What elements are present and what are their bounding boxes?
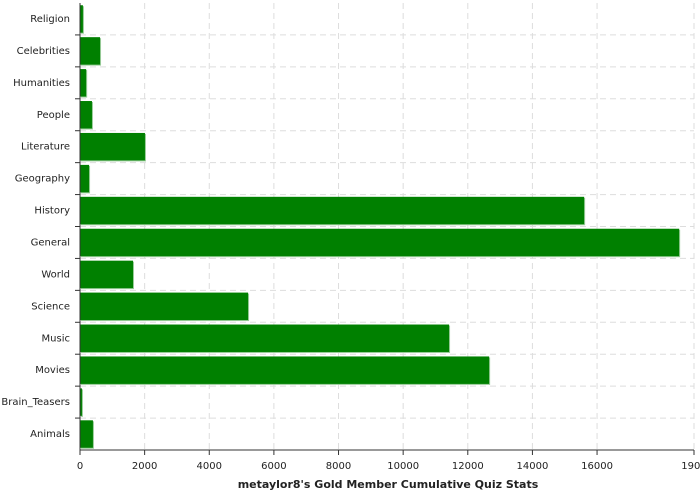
bar [80,37,101,65]
y-tick-label: World [41,269,70,280]
bar [80,228,680,257]
y-tick-label: Geography [15,174,70,185]
y-tick-label: Literature [21,142,70,153]
x-tick-label: 1900 [681,461,700,472]
y-tick-label: Celebrities [17,46,70,57]
x-tick-label: 2000 [132,461,157,472]
bar [80,132,145,161]
bar [80,388,82,416]
y-tick-label: Brain_Teasers [1,397,70,408]
bar [80,260,133,289]
x-tick-label: 4000 [197,461,222,472]
bar [80,164,90,193]
bar [80,324,450,352]
bar [80,5,83,33]
bar [80,420,93,448]
x-tick-label: 12000 [452,461,484,472]
y-tick-label: Science [31,301,70,312]
x-tick-label: 10000 [387,461,419,472]
bar [80,292,249,321]
bar [80,101,92,129]
y-tick-label: Movies [35,365,70,376]
bar [80,196,585,225]
y-tick-label: People [37,110,70,121]
x-tick-label: 0 [77,461,83,472]
y-tick-label: Religion [30,14,70,25]
y-tick-label: History [34,206,70,217]
y-tick-label: Humanities [13,78,70,89]
x-tick-label: 6000 [261,461,286,472]
bar [80,356,490,384]
bar [80,69,87,97]
x-tick-label: 16000 [581,461,613,472]
x-axis-label: metaylor8's Gold Member Cumulative Quiz … [238,478,539,491]
y-tick-label: Animals [30,429,70,440]
y-tick-label: Music [42,333,70,344]
bar-shadow [81,389,83,417]
y-tick-label: General [31,237,70,248]
x-tick-label: 14000 [517,461,549,472]
x-tick-label: 8000 [326,461,351,472]
